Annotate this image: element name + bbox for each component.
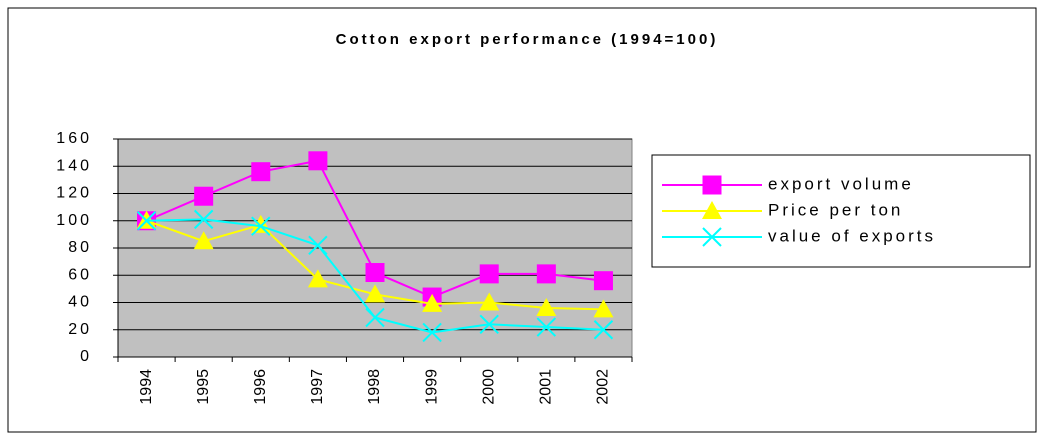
marker: [536, 297, 557, 316]
y-tick-label: 0: [80, 348, 92, 365]
marker: [308, 235, 328, 255]
marker: [479, 292, 500, 311]
x-tick-label: 1994: [138, 369, 155, 405]
y-tick-label: 60: [68, 266, 92, 283]
legend-marker: [702, 201, 722, 219]
marker: [193, 209, 214, 230]
legend-label: Price per ton: [768, 200, 903, 219]
x-tick-label: 2001: [538, 369, 555, 405]
y-tick-label: 140: [56, 157, 92, 174]
marker: [422, 322, 442, 343]
y-tick-label: 20: [68, 321, 92, 338]
legend-marker: [702, 227, 722, 247]
marker: [536, 264, 556, 284]
marker: [193, 231, 214, 250]
marker: [307, 269, 328, 288]
x-tick-label: 1995: [195, 369, 212, 405]
y-tick-label: 160: [56, 130, 92, 147]
marker: [422, 293, 443, 312]
x-tick-label: 2002: [595, 369, 612, 405]
chart-title: Cotton export performance (1994=100): [336, 31, 719, 48]
marker: [136, 211, 157, 231]
legend-marker: [702, 175, 722, 195]
marker: [251, 162, 271, 182]
y-tick-label: 80: [68, 239, 92, 256]
y-tick-label: 40: [68, 294, 92, 311]
x-tick-label: 1998: [366, 369, 383, 405]
y-tick-label: 100: [56, 212, 92, 229]
legend-label: export volume: [768, 174, 914, 193]
marker: [593, 299, 614, 318]
marker: [479, 264, 499, 284]
marker: [593, 320, 614, 340]
marker: [479, 314, 499, 335]
marker: [308, 151, 328, 171]
x-tick-label: 1997: [309, 369, 326, 405]
marker: [536, 317, 557, 337]
marker: [365, 307, 385, 328]
marker: [365, 263, 385, 283]
x-tick-label: 1999: [423, 369, 440, 405]
legend-label: value of exports: [768, 226, 936, 245]
y-tick-label: 120: [56, 185, 92, 202]
x-tick-label: 2000: [480, 369, 497, 405]
marker: [251, 216, 271, 236]
x-tick-label: 1996: [252, 369, 269, 405]
marker: [194, 186, 214, 206]
marker: [365, 284, 385, 303]
marker: [593, 271, 613, 291]
